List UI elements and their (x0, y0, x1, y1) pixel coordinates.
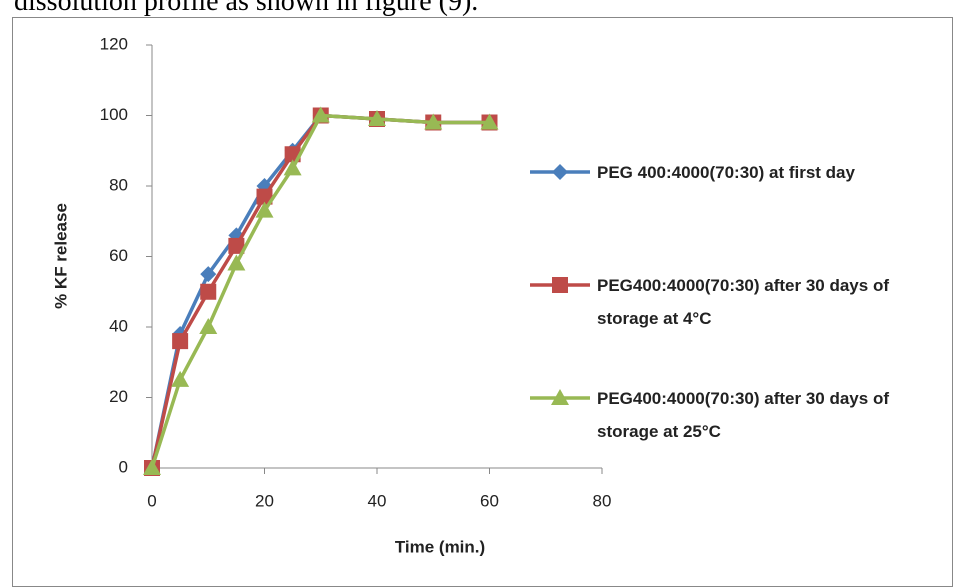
y-tick-label: 0 (119, 457, 128, 476)
data-point (255, 201, 274, 218)
data-point (480, 113, 499, 130)
data-point (199, 318, 218, 334)
data-point (283, 159, 302, 176)
legend-marker (552, 277, 568, 293)
series-line (150, 113, 490, 469)
y-tick-label: 80 (109, 175, 128, 194)
x-tick-label: 20 (255, 491, 274, 510)
legend-marker (552, 164, 568, 180)
data-point (171, 370, 190, 387)
legend-marker (551, 389, 569, 405)
x-tick-label: 0 (147, 491, 156, 510)
y-tick-label: 100 (100, 105, 128, 124)
data-point (227, 254, 246, 271)
data-point (200, 266, 217, 283)
x-axis-label: Time (min.) (395, 537, 485, 556)
data-point (311, 106, 330, 123)
data-point (424, 113, 443, 130)
data-point (143, 459, 161, 475)
data-point (200, 283, 217, 300)
legend-entry: PEG 400:4000(70:30) at first day (597, 163, 855, 182)
y-axis-label: % KF release (51, 203, 70, 309)
document-text: dissolution profile as shown in figure (… (14, 0, 479, 17)
data-point (228, 237, 245, 254)
x-tick-label: 60 (480, 491, 499, 510)
y-tick-label: 20 (109, 387, 128, 406)
y-tick-label: 120 (100, 34, 128, 53)
y-tick-label: 60 (109, 246, 128, 265)
data-point (172, 333, 189, 350)
y-tick-label: 40 (109, 316, 128, 335)
legend-entry: PEG400:4000(70:30) after 30 days of stor… (597, 276, 889, 328)
data-point (368, 110, 386, 127)
legend-entry: PEG400:4000(70:30) after 30 days of stor… (597, 389, 889, 441)
x-tick-label: 80 (593, 491, 612, 510)
data-point (256, 188, 273, 205)
x-tick-label: 40 (368, 491, 387, 510)
